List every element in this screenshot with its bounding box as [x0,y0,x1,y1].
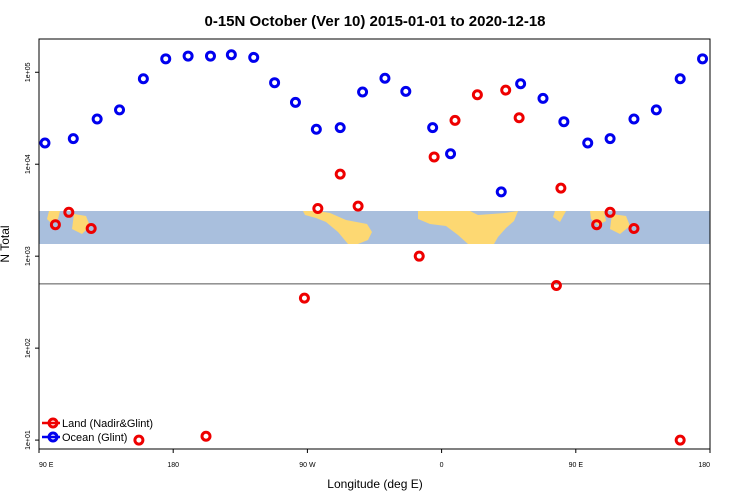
legend-ocean-marker [47,431,59,443]
x-axis-ticks: 90 E 180 90 W 0 90 E 180 [38,449,711,469]
ocean-point [558,116,570,128]
land-point [200,430,212,442]
x-tick-label: 180 [167,462,179,469]
ocean-point [289,96,301,108]
ocean-point [91,113,103,125]
ocean-point [248,51,260,63]
x-axis-label: Longitude (deg E) [327,477,422,491]
ocean-point [204,50,216,62]
map-land-india [553,211,566,222]
ocean-point [495,186,507,198]
land-point [674,434,686,446]
legend-ocean-label: Ocean (Glint) [62,432,127,444]
ocean-point [137,73,149,85]
ocean-point [445,148,457,160]
ocean-point [628,113,640,125]
land-point [49,219,61,231]
map-land-islands-right [610,214,630,234]
land-point [628,222,640,234]
ocean-point [160,53,172,65]
ocean-point [427,122,439,134]
legend-land-marker [47,417,59,429]
land-point [500,84,512,96]
ocean-point [400,85,412,97]
ocean-point [114,104,126,116]
ocean-point [39,137,51,149]
ocean-point [310,123,322,135]
land-series [49,84,686,446]
land-point [413,250,425,262]
legend-land-label: Land (Nadir&Glint) [62,418,153,430]
land-point [63,206,75,218]
land-point [604,206,616,218]
land-point [550,279,562,291]
ocean-point [334,122,346,134]
x-tick-label: 180 [698,462,710,469]
x-tick-label: 0 [440,462,444,469]
map-land-americas [303,211,372,244]
ocean-series [39,49,709,198]
ocean-point [357,86,369,98]
y-tick-label: 1e+03 [25,246,32,266]
ocean-point [67,133,79,145]
land-point [133,434,145,446]
land-point [312,202,324,214]
y-tick-label: 1e+05 [25,62,32,82]
ocean-point [582,137,594,149]
map-land-islands-left [72,214,90,234]
land-point [449,114,461,126]
map-land-africa [418,211,518,244]
x-tick-label: 90 W [299,462,316,469]
ocean-point [650,104,662,116]
ocean-point [515,78,527,90]
x-tick-label: 90 E [39,462,54,469]
ocean-point [269,77,281,89]
land-point [555,182,567,194]
y-axis-label: N Total [0,225,12,262]
land-point [298,292,310,304]
y-tick-label: 1e+01 [25,430,32,450]
y-axis-ticks: 1e+01 1e+02 1e+03 1e+04 1e+05 [25,62,39,450]
ocean-point [697,53,709,65]
ocean-point [182,50,194,62]
chart-title: 0-15N October (Ver 10) 2015-01-01 to 202… [204,13,545,30]
x-tick-label: 90 E [569,462,584,469]
land-point [591,219,603,231]
ocean-point [379,72,391,84]
y-tick-label: 1e+04 [25,154,32,174]
plot-frame [38,38,711,450]
map-land-asia-left [47,211,60,224]
y-tick-label: 1e+02 [25,338,32,358]
land-point [352,200,364,212]
land-point [85,222,97,234]
legend: Land (Nadir&Glint) Ocean (Glint) [42,417,153,444]
ocean-point [537,92,549,104]
land-point [428,151,440,163]
land-point [334,168,346,180]
land-point [513,112,525,124]
ocean-point [225,49,237,61]
ocean-point [674,73,686,85]
ocean-point [604,133,616,145]
land-point [471,89,483,101]
